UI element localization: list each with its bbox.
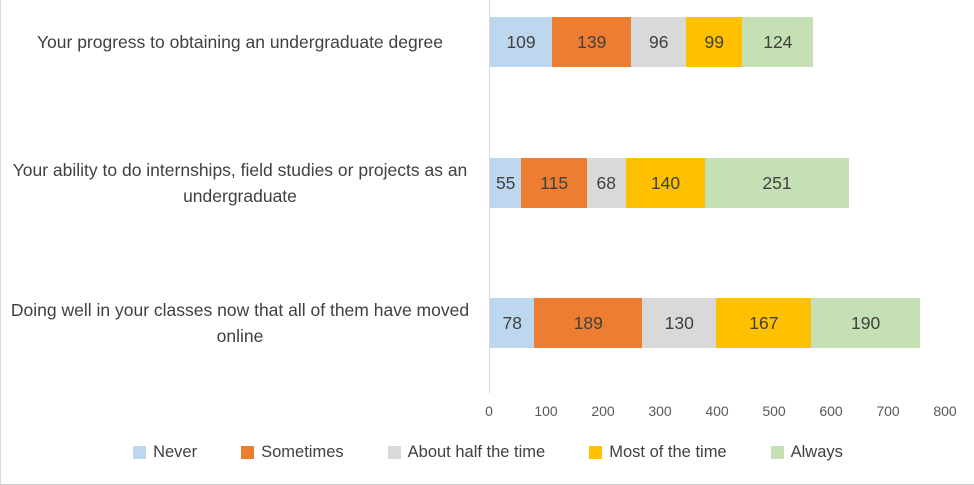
segment-value-label: 190 xyxy=(851,312,881,333)
y-axis-line xyxy=(489,0,490,393)
bar-segment-never: 109 xyxy=(490,17,553,67)
x-tick-label: 100 xyxy=(534,403,558,419)
x-tick-label: 0 xyxy=(485,403,493,419)
bar-segment-about-half-the-time: 96 xyxy=(631,17,687,67)
bar-segment-always: 251 xyxy=(705,158,849,208)
legend-item-most-of-the-time: Most of the time xyxy=(589,443,727,462)
segment-value-label: 189 xyxy=(573,312,603,333)
x-tick-label: 300 xyxy=(648,403,672,419)
x-tick-label: 700 xyxy=(876,403,900,419)
bar-row: 55 115 68 140 251 xyxy=(490,158,849,208)
category-label: Doing well in your classes now that all … xyxy=(10,300,470,346)
segment-value-label: 251 xyxy=(762,172,792,193)
legend-label: Never xyxy=(153,443,198,461)
x-tick-label: 500 xyxy=(762,403,786,419)
segment-value-label: 109 xyxy=(506,31,536,52)
category-label: Your ability to do internships, field st… xyxy=(12,160,468,206)
segment-value-label: 68 xyxy=(596,172,616,193)
bar-segment-always: 124 xyxy=(742,17,814,67)
legend-item-sometimes: Sometimes xyxy=(241,443,344,462)
segment-value-label: 140 xyxy=(650,172,681,193)
legend-label: About half the time xyxy=(407,443,546,461)
bar-segment-sometimes: 115 xyxy=(521,158,587,208)
segment-value-label: 55 xyxy=(495,172,516,193)
legend-item-about-half-the-time: About half the time xyxy=(387,443,546,462)
legend-swatch xyxy=(387,446,401,459)
bar-segment-most-of-the-time: 167 xyxy=(716,298,812,348)
legend-label: Sometimes xyxy=(261,443,344,461)
bar-segment-most-of-the-time: 140 xyxy=(625,158,706,208)
x-tick-label: 200 xyxy=(591,403,615,419)
segment-value-label: 115 xyxy=(540,172,569,193)
segment-value-label: 78 xyxy=(502,312,522,333)
legend-swatch xyxy=(770,446,784,459)
bar-segment-sometimes: 189 xyxy=(534,298,643,348)
bar-row: 109 139 96 99 124 xyxy=(490,17,814,67)
segment-value-label: 130 xyxy=(664,312,694,333)
bar-segment-most-of-the-time: 99 xyxy=(686,17,743,67)
x-tick-label: 400 xyxy=(705,403,729,419)
x-tick-label: 600 xyxy=(819,403,843,419)
legend-item-never: Never xyxy=(133,443,197,462)
bar-segment-never: 55 xyxy=(490,158,522,208)
segment-value-label: 124 xyxy=(763,31,793,52)
bar-segment-about-half-the-time: 68 xyxy=(586,158,626,208)
bar-row: 78 189 130 167 190 xyxy=(490,298,920,348)
segment-value-label: 139 xyxy=(577,31,607,52)
legend-label: Always xyxy=(790,443,843,461)
bar-segment-always: 190 xyxy=(811,298,920,348)
x-axis: 0 100 200 300 400 500 600 700 800 xyxy=(1,403,974,421)
legend: Never Sometimes About half the time Most of… xyxy=(1,443,974,462)
bar-segment-never: 78 xyxy=(490,298,535,348)
legend-item-always: Always xyxy=(770,443,843,462)
legend-swatch xyxy=(133,446,147,459)
category-label: Your progress to obtaining an undergradu… xyxy=(36,32,444,52)
legend-swatch xyxy=(589,446,603,459)
segment-value-label: 96 xyxy=(648,31,669,52)
segment-value-label: 167 xyxy=(749,312,779,333)
x-tick-label: 800 xyxy=(933,403,957,419)
legend-swatch xyxy=(241,446,255,459)
segment-value-label: 99 xyxy=(704,31,724,52)
bar-segment-sometimes: 139 xyxy=(552,17,632,67)
legend-label: Most of the time xyxy=(609,443,727,461)
bar-segment-about-half-the-time: 130 xyxy=(642,298,717,348)
